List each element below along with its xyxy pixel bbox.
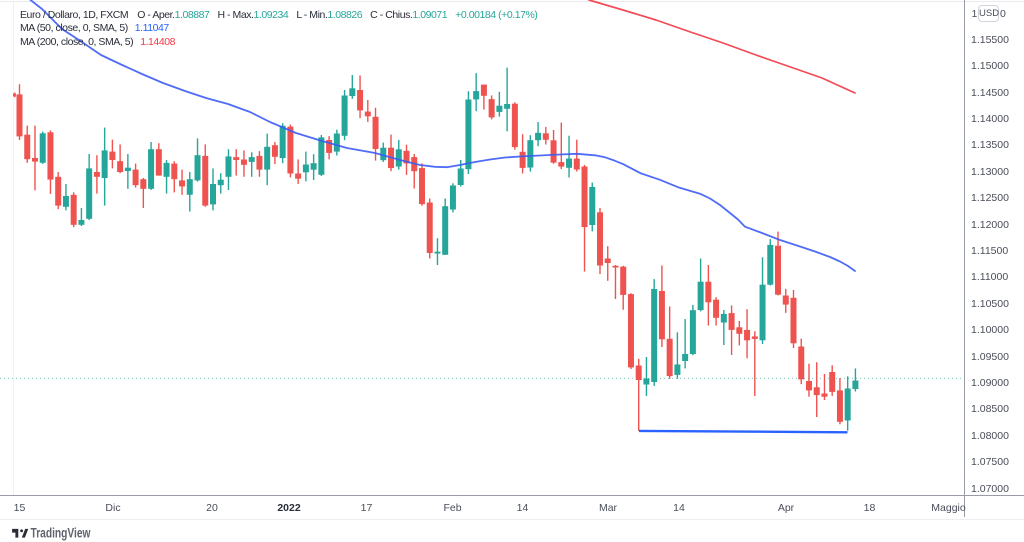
- svg-text:TradingView: TradingView: [31, 525, 91, 541]
